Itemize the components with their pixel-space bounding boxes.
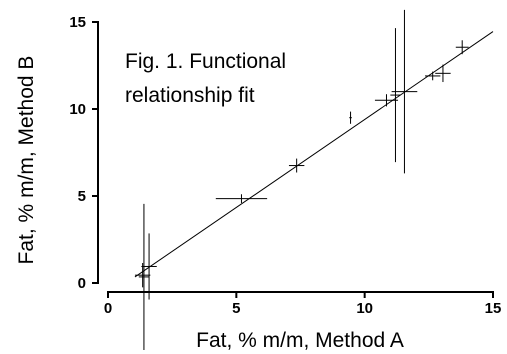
data-point	[374, 94, 399, 107]
y-tick-label: 10	[69, 101, 86, 118]
data-point	[134, 262, 151, 288]
x-tick-label: 0	[104, 300, 112, 317]
data-point	[390, 28, 401, 163]
y-tick-label: 5	[78, 188, 86, 205]
data-point	[138, 203, 150, 350]
data-point	[141, 233, 157, 300]
annotation-line-1: Fig. 1. Functional	[125, 50, 286, 73]
data-points-layer	[134, 9, 469, 350]
axes-layer	[97, 21, 494, 293]
data-point	[349, 111, 352, 124]
data-point	[215, 194, 268, 203]
data-point	[288, 158, 305, 173]
x-tick-label: 10	[356, 300, 373, 317]
data-point	[455, 40, 469, 55]
data-point	[435, 64, 451, 83]
x-axis-title: Fat, % m/m, Method A	[196, 329, 404, 352]
fit-line	[134, 31, 494, 278]
data-point	[424, 71, 441, 81]
x-tick-label: 5	[232, 300, 240, 317]
y-axis-title: Fat, % m/m, Method B	[15, 56, 38, 265]
ticks-layer: 0 5 10 15 0 5 10 15	[69, 14, 501, 317]
annotation-line-2: relationship fit	[125, 84, 255, 107]
data-point	[391, 9, 418, 174]
x-tick-label: 15	[485, 300, 502, 317]
fit-line-layer	[134, 31, 494, 278]
y-tick-label: 15	[69, 14, 86, 31]
y-tick-label: 0	[78, 275, 86, 292]
